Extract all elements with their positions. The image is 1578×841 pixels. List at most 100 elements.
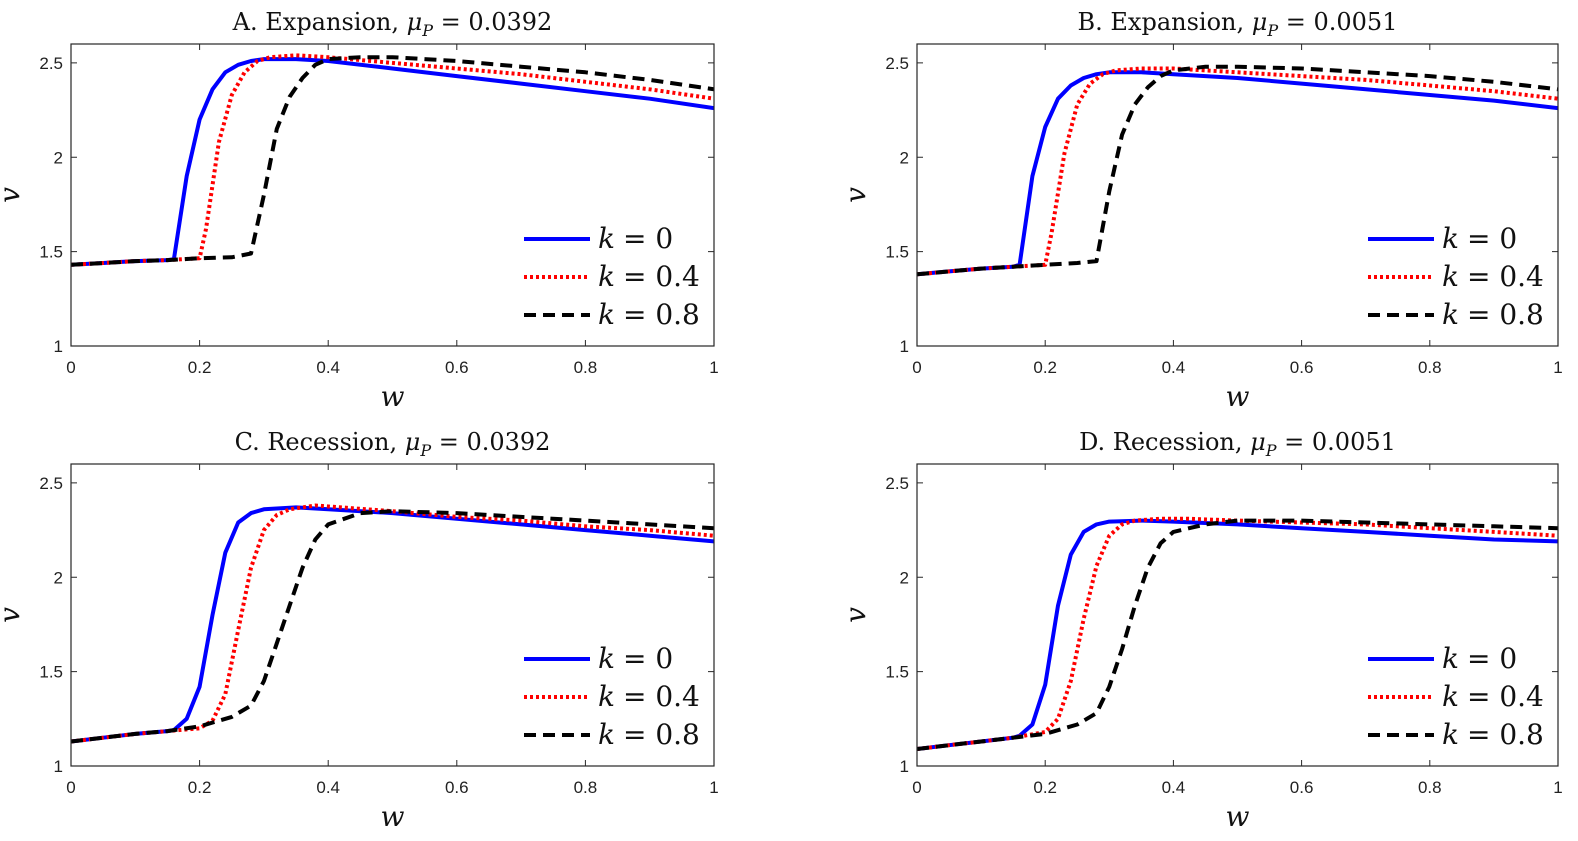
- series-line-2: [917, 518, 1558, 751]
- chart-panel-0: A. Expansion, μP = 0.0392 1 1.5 2 2.5 0 0.2 0.4…: [0, 8, 719, 413]
- legend-value: = 0.4: [623, 680, 700, 713]
- y-tick-label: 1.5: [885, 243, 909, 262]
- y-tick-label: 2.5: [39, 54, 63, 73]
- x-tick-label: 0.6: [1290, 358, 1314, 377]
- legend-label-0: k = 0: [1442, 642, 1517, 675]
- x-tick-label: 0.4: [1162, 358, 1186, 377]
- y-tick-label: 2.5: [39, 474, 63, 493]
- y-axis-label: v: [839, 187, 872, 203]
- y-tick-label: 2: [900, 568, 909, 587]
- chart-panel-3: D. Recession, μP = 0.0051 1 1.5 2 2.5 0 0.2 0.4…: [839, 428, 1563, 833]
- chart-title-prefix: D. Recession,: [1079, 428, 1250, 456]
- chart-title-suffix: = 0.0392: [431, 428, 550, 456]
- chart-title: B. Expansion, μP = 0.0051: [1078, 8, 1398, 40]
- x-tick-label: 0.8: [574, 778, 598, 797]
- legend-label-2: k = 0.8: [1442, 718, 1544, 751]
- legend-label-1: k = 0.4: [598, 680, 700, 713]
- y-axis-label: v: [0, 187, 26, 203]
- x-tick-label: 0.4: [316, 358, 340, 377]
- legend-value: = 0.4: [623, 260, 700, 293]
- legend-label-0: k = 0: [1442, 222, 1517, 255]
- chart-title-subscript: P: [421, 21, 433, 40]
- legend-value: = 0: [1467, 642, 1517, 675]
- y-tick-label: 1: [54, 337, 63, 356]
- y-tick-label: 2.5: [885, 54, 909, 73]
- chart-title: C. Recession, μP = 0.0392: [235, 428, 551, 460]
- x-tick-label: 0.2: [1033, 778, 1057, 797]
- legend-label-1: k = 0.4: [1442, 260, 1544, 293]
- x-tick-label: 0: [912, 778, 921, 797]
- x-axis-label: w: [1226, 380, 1250, 413]
- y-tick-label: 1: [900, 337, 909, 356]
- legend-var: k: [1442, 260, 1459, 293]
- chart-title-suffix: = 0.0051: [1278, 8, 1397, 36]
- chart-panel-1: B. Expansion, μP = 0.0051 1 1.5 2 2.5 0 0.2 0.4…: [839, 8, 1563, 413]
- chart-title-prefix: C. Recession,: [235, 428, 405, 456]
- axes-box: [70, 43, 715, 347]
- chart-title-symbol: μ: [1250, 428, 1266, 456]
- x-tick-label: 0.4: [316, 778, 340, 797]
- legend-value: = 0.8: [623, 718, 700, 751]
- x-tick-label: 1: [709, 358, 718, 377]
- y-tick-label: 2: [900, 148, 909, 167]
- chart-title-subscript: P: [1265, 441, 1277, 460]
- x-tick-label: 0.2: [188, 778, 212, 797]
- x-tick-label: 0.4: [1162, 778, 1186, 797]
- series-line-2: [71, 509, 714, 744]
- chart-title-subscript: P: [1266, 21, 1278, 40]
- y-tick-label: 2.5: [885, 474, 909, 493]
- y-axis-label: v: [839, 607, 872, 623]
- legend-value: = 0: [623, 642, 673, 675]
- legend-value: = 0.8: [1467, 718, 1544, 751]
- legend-label-2: k = 0.8: [1442, 298, 1544, 331]
- legend: k = 0k = 0.4k = 0.8: [1362, 216, 1552, 338]
- legend-var: k: [598, 260, 615, 293]
- x-tick-label: 0: [912, 358, 921, 377]
- x-tick-label: 0: [66, 778, 75, 797]
- legend-label-1: k = 0.4: [598, 260, 700, 293]
- legend-var: k: [1442, 298, 1459, 331]
- chart-title-suffix: = 0.0051: [1277, 428, 1396, 456]
- chart-title-symbol: μ: [1252, 8, 1268, 36]
- y-tick-label: 1: [54, 757, 63, 776]
- legend: k = 0k = 0.4k = 0.8: [1362, 636, 1552, 758]
- chart-panel-2: C. Recession, μP = 0.0392 1 1.5 2 2.5 0 0.2 0.4…: [0, 428, 719, 833]
- x-axis-label: w: [381, 380, 405, 413]
- y-tick-label: 1.5: [39, 663, 63, 682]
- chart-title-prefix: A. Expansion,: [232, 8, 407, 36]
- legend-value: = 0.8: [1467, 298, 1544, 331]
- legend-value: = 0: [623, 222, 673, 255]
- axes-box: [916, 463, 1559, 767]
- y-tick-label: 1.5: [885, 663, 909, 682]
- chart-title: A. Expansion, μP = 0.0392: [232, 8, 553, 40]
- x-tick-label: 0.6: [445, 358, 469, 377]
- legend-var: k: [1442, 642, 1459, 675]
- axes-box: [70, 463, 715, 767]
- legend-label-0: k = 0: [598, 642, 673, 675]
- chart-title-suffix: = 0.0392: [433, 8, 552, 36]
- legend-value: = 0: [1467, 222, 1517, 255]
- axes-box: [916, 43, 1559, 347]
- legend-value: = 0.8: [623, 298, 700, 331]
- legend-value: = 0.4: [1467, 260, 1544, 293]
- chart-title-subscript: P: [419, 441, 431, 460]
- x-tick-label: 0.8: [1418, 778, 1442, 797]
- x-tick-label: 1: [709, 778, 718, 797]
- series-line-2: [71, 55, 714, 267]
- series-line-2: [917, 64, 1558, 277]
- chart-title: D. Recession, μP = 0.0051: [1079, 428, 1396, 460]
- x-tick-label: 0.2: [1033, 358, 1057, 377]
- x-axis-label: w: [1226, 800, 1250, 833]
- legend-var: k: [598, 298, 615, 331]
- x-tick-label: 0.2: [188, 358, 212, 377]
- legend-var: k: [598, 642, 615, 675]
- legend-var: k: [598, 718, 615, 751]
- y-tick-label: 2: [54, 568, 63, 587]
- legend: k = 0k = 0.4k = 0.8: [518, 216, 708, 338]
- legend-label-1: k = 0.4: [1442, 680, 1544, 713]
- legend: k = 0k = 0.4k = 0.8: [518, 636, 708, 758]
- chart-title-symbol: μ: [405, 428, 421, 456]
- legend-var: k: [1442, 680, 1459, 713]
- y-tick-label: 1.5: [39, 243, 63, 262]
